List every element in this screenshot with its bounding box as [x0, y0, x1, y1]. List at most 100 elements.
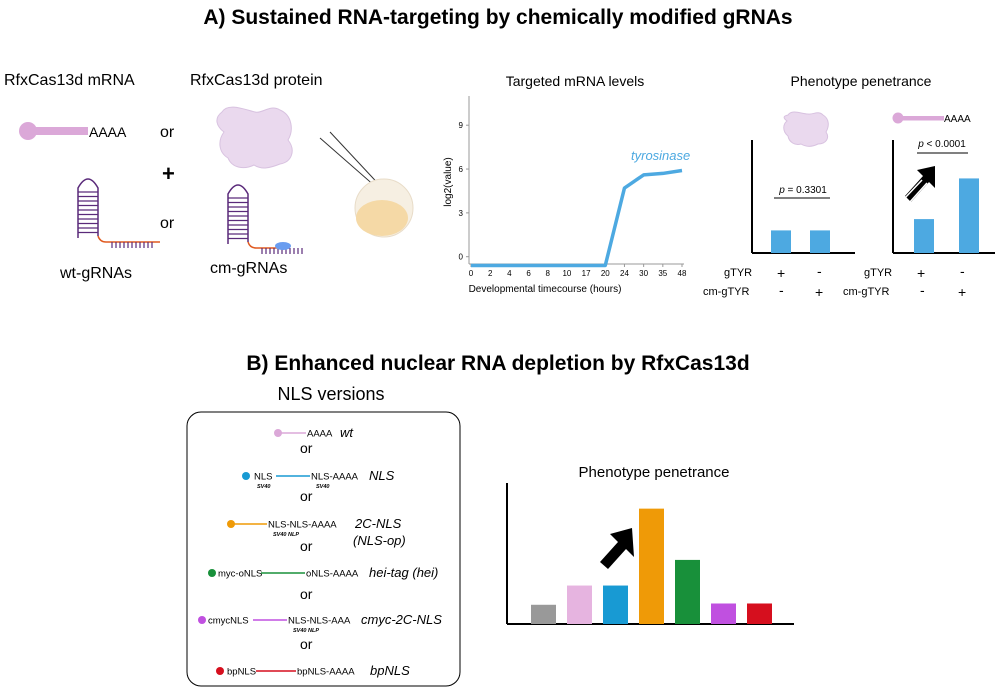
- bar: [771, 230, 791, 253]
- x-tick-label: 20: [601, 269, 610, 278]
- p-value-right: p < 0.0001: [917, 139, 966, 150]
- line-chart-ylabel: log2(value): [443, 157, 454, 206]
- construct-name-2: (NLS-op): [353, 533, 406, 548]
- sign-r1-minus: -: [960, 263, 965, 279]
- x-tick-label: 8: [546, 269, 551, 278]
- sign-r1-plus: +: [917, 265, 925, 281]
- x-tick-label: 24: [620, 269, 629, 278]
- or-separator: or: [300, 636, 313, 652]
- nls-versions-box: [186, 411, 461, 687]
- bar: [711, 603, 736, 624]
- y-tick-label: 0: [459, 253, 464, 262]
- or-separator: or: [300, 586, 313, 602]
- protein-label: RfxCas13d protein: [190, 72, 323, 89]
- wt-grnas-label: wt-gRNAs: [59, 265, 132, 282]
- hairpin-stem: [77, 178, 99, 238]
- bar: [747, 603, 772, 624]
- sign-l2-plus: +: [815, 284, 823, 300]
- mrna-polya: AAAA: [89, 124, 127, 140]
- y-tick-label: 9: [459, 121, 464, 130]
- hairpin-tail: [247, 241, 290, 249]
- x-tick-label: 10: [562, 269, 571, 278]
- x-tick-label: 2: [488, 269, 493, 278]
- row-gtyr-left: gTYR: [724, 267, 752, 279]
- construct-name: bpNLS: [370, 663, 410, 678]
- bar: [959, 178, 979, 253]
- construct-dot: [242, 472, 250, 480]
- bar: [810, 230, 830, 253]
- or-separator: or: [300, 538, 313, 554]
- nls-versions-title: NLS versions: [277, 384, 384, 404]
- increase-arrow-b-icon: [600, 528, 634, 569]
- protein-blob-icon: [216, 106, 293, 169]
- bar: [603, 585, 628, 624]
- construct-right-label: bpNLS-AAAA: [297, 667, 355, 678]
- row-cmgtyr-left: cm-gTYR: [703, 286, 750, 298]
- or-separator: or: [300, 440, 313, 456]
- construct-left-label: NLS: [254, 472, 272, 483]
- x-tick-label: 17: [582, 269, 591, 278]
- mrna-icon: [19, 122, 88, 140]
- embryo-icon: [354, 178, 414, 238]
- sign-r2-minus: -: [920, 282, 925, 298]
- construct-right-label: AAAA: [307, 429, 333, 440]
- construct-right-label: oNLS-AAAA: [306, 569, 359, 580]
- construct-name: wt: [340, 425, 354, 440]
- y-tick-label: 3: [459, 209, 464, 218]
- construct-name: NLS: [369, 468, 395, 483]
- penetrance-b-title: Phenotype penetrance: [579, 464, 730, 481]
- construct-name: hei-tag (hei): [369, 565, 438, 580]
- construct-right-sub: SV40 NLP: [273, 532, 299, 538]
- chemical-modification-icon: [275, 242, 291, 250]
- increase-arrow-icon: [902, 166, 935, 205]
- p-value-left: p = 0.3301: [778, 185, 827, 196]
- tyrosinase-series-label: tyrosinase: [631, 148, 690, 163]
- x-tick-label: 4: [507, 269, 512, 278]
- bar: [639, 508, 664, 624]
- mrna-small-icon: [892, 112, 944, 124]
- wt-grna-hairpin-icon: [77, 178, 160, 248]
- construct-right-label: NLS-NLS-AAAA: [268, 520, 337, 531]
- sign-l2-minus: -: [779, 282, 784, 298]
- construct-1: AAAA wt: [274, 425, 354, 440]
- section-b-title: B) Enhanced nuclear RNA depletion by Rfx…: [246, 352, 749, 375]
- p-value-left-text: = 0.3301: [785, 185, 827, 196]
- construct-right-sub: SV40: [316, 484, 329, 490]
- row-gtyr-right: gTYR: [864, 267, 892, 279]
- line-chart-xlabel: Developmental timecourse (hours): [469, 284, 622, 295]
- x-tick-label: 6: [526, 269, 531, 278]
- penetrance-a-title: Phenotype penetrance: [791, 73, 932, 89]
- cm-grna-hairpin-icon: [227, 184, 303, 254]
- bar: [531, 604, 556, 624]
- construct-left-label: myc-oNLS: [218, 569, 262, 580]
- or-1: or: [160, 124, 175, 141]
- hairpin-stem: [227, 184, 249, 244]
- sign-l1-minus: -: [817, 263, 822, 279]
- or-2: or: [160, 215, 175, 232]
- construct-left-label: bpNLS: [227, 667, 256, 678]
- cm-grnas-label: cm-gRNAs: [210, 260, 287, 277]
- construct-dot: [216, 667, 224, 675]
- y-tick-label: 6: [459, 165, 464, 174]
- line-chart-title: Targeted mRNA levels: [506, 73, 645, 89]
- section-a-title: A) Sustained RNA-targeting by chemically…: [203, 6, 792, 29]
- construct-right-label: NLS-NLS-AAA: [288, 616, 351, 627]
- p-value-right-text: < 0.0001: [924, 139, 966, 150]
- penetrance-b-bars: [506, 483, 794, 625]
- plus-sign: +: [162, 161, 175, 186]
- bar: [675, 559, 700, 624]
- construct-left-label: cmycNLS: [208, 616, 249, 627]
- or-separator: or: [300, 488, 313, 504]
- construct-name: cmyc-2C-NLS: [361, 612, 442, 627]
- construct-right-sub: SV40 NLP: [293, 628, 319, 634]
- sign-r2-plus: +: [958, 284, 966, 300]
- mrna-small-polya: AAAA: [944, 114, 971, 125]
- penetrance-a-bars: [751, 140, 995, 254]
- protein-blob-small-icon: [783, 111, 829, 147]
- construct-dot: [198, 616, 206, 624]
